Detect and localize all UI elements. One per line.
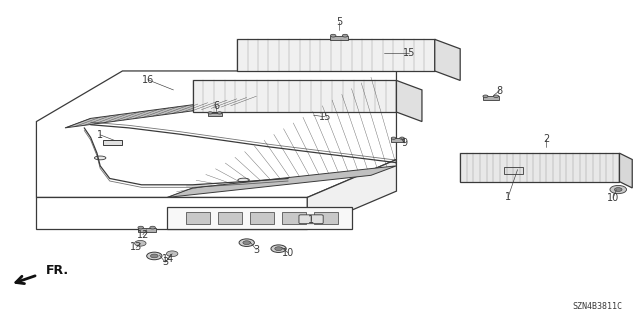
Circle shape (610, 185, 627, 194)
Polygon shape (138, 228, 156, 232)
Circle shape (391, 137, 396, 139)
Polygon shape (620, 153, 632, 188)
Text: 8: 8 (497, 85, 503, 96)
FancyBboxPatch shape (103, 140, 122, 145)
Circle shape (275, 247, 282, 250)
Bar (250, 212, 274, 224)
Circle shape (271, 245, 286, 252)
Bar (314, 212, 338, 224)
Circle shape (150, 254, 158, 258)
Polygon shape (193, 80, 396, 112)
Polygon shape (396, 80, 422, 122)
Ellipse shape (95, 156, 106, 160)
Text: 1: 1 (505, 192, 511, 203)
Polygon shape (36, 197, 307, 229)
Text: 3: 3 (253, 245, 259, 255)
Circle shape (208, 112, 212, 114)
Polygon shape (167, 166, 396, 197)
Circle shape (134, 241, 146, 246)
Polygon shape (65, 96, 256, 128)
Text: 13: 13 (131, 242, 143, 252)
Circle shape (400, 137, 404, 139)
Text: 16: 16 (142, 75, 154, 85)
Polygon shape (307, 160, 396, 229)
Text: SZN4B3811C: SZN4B3811C (573, 302, 623, 311)
Circle shape (330, 34, 336, 37)
Ellipse shape (238, 178, 249, 182)
Text: 15: 15 (403, 48, 415, 58)
Polygon shape (460, 153, 620, 182)
Text: 10: 10 (282, 248, 294, 258)
FancyBboxPatch shape (299, 215, 323, 224)
Polygon shape (36, 71, 396, 197)
Text: 2: 2 (543, 134, 549, 144)
Bar (186, 212, 211, 224)
Circle shape (493, 95, 499, 98)
Polygon shape (237, 39, 435, 71)
Circle shape (217, 112, 222, 114)
Circle shape (138, 226, 143, 229)
Bar (218, 212, 243, 224)
Text: 12: 12 (137, 230, 149, 240)
Polygon shape (330, 36, 348, 40)
Circle shape (239, 239, 254, 247)
Circle shape (243, 241, 250, 245)
Text: 3: 3 (162, 257, 168, 267)
Polygon shape (208, 113, 222, 116)
Text: 9: 9 (401, 138, 407, 148)
Circle shape (147, 252, 162, 260)
Text: 5: 5 (336, 17, 342, 27)
Circle shape (166, 251, 178, 256)
Text: 15: 15 (319, 112, 332, 122)
Text: 1: 1 (97, 130, 103, 140)
Circle shape (150, 226, 156, 229)
Polygon shape (435, 39, 460, 80)
Circle shape (614, 188, 622, 191)
Polygon shape (167, 207, 352, 229)
Bar (282, 212, 306, 224)
Text: 10: 10 (607, 193, 620, 203)
Text: 6: 6 (213, 101, 219, 111)
Text: FR.: FR. (46, 264, 69, 277)
Text: 14: 14 (162, 254, 175, 264)
Circle shape (483, 95, 488, 98)
Circle shape (342, 34, 348, 37)
Bar (504, 167, 523, 174)
Polygon shape (483, 96, 499, 100)
Text: 1: 1 (308, 215, 314, 225)
Polygon shape (392, 138, 404, 142)
